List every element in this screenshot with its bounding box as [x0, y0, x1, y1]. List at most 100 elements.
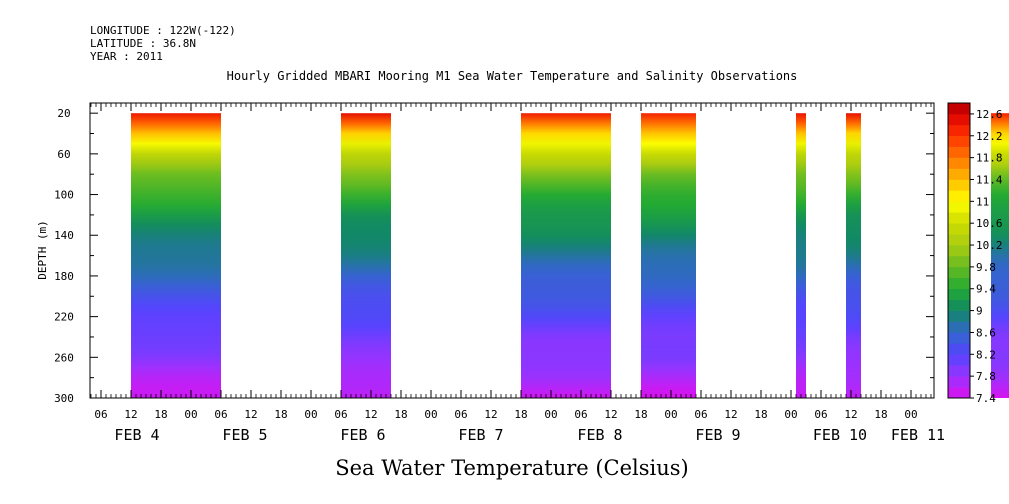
day-label: FEB 5: [222, 426, 267, 444]
colorbar-label: 8.6: [976, 326, 996, 339]
colorbar-swatch: [948, 288, 970, 300]
colorbar-label: 10.2: [976, 239, 1003, 252]
colorbar-swatch: [948, 321, 970, 333]
x-tick-label: 06: [694, 408, 707, 421]
colorbar-swatch: [948, 212, 970, 224]
data-segment: [131, 113, 221, 398]
x-tick-label: 18: [274, 408, 287, 421]
x-tick-label: 18: [514, 408, 527, 421]
x-axis-label: Sea Water Temperature (Celsius): [335, 456, 689, 480]
colorbar: 12.6 12.2 11.8 11.4 11 10.6 10.2 9.8 9.4 9 8.6 8.2 7…: [947, 102, 1003, 405]
x-tick-label: 00: [184, 408, 197, 421]
colorbar-label: 12.2: [976, 130, 1003, 143]
colorbar-label: 11.8: [976, 152, 1003, 165]
colorbar-label: 11.4: [976, 173, 1003, 186]
x-tick-label: 06: [94, 408, 107, 421]
colorbar-label: 8.2: [976, 348, 996, 361]
colorbar-swatch: [948, 245, 970, 257]
x-tick-label: 12: [844, 408, 857, 421]
y-tick-label: 220: [54, 311, 74, 324]
colorbar-swatch: [948, 135, 970, 148]
colorbar-swatch: [948, 168, 970, 180]
colorbar-swatch: [948, 266, 970, 279]
colorbar-swatch: [948, 365, 970, 377]
day-label: FEB 10: [813, 426, 867, 444]
x-tick-label: 12: [364, 408, 377, 421]
colorbar-label: 7.4: [976, 392, 996, 405]
data-segment: [521, 113, 611, 398]
y-tick-label: 20: [57, 107, 70, 120]
chart-title: Hourly Gridded MBARI Mooring M1 Sea Wate…: [227, 69, 798, 83]
latitude-label: LATITUDE : 36.8N: [90, 37, 196, 50]
colorbar-label: 7.8: [976, 370, 996, 383]
x-tick-label: 06: [574, 408, 587, 421]
data-segment: [796, 113, 806, 398]
colorbar-swatch: [948, 157, 970, 169]
colorbar-swatch: [948, 124, 970, 137]
data-segment: [641, 113, 696, 398]
day-label: FEB 6: [340, 426, 385, 444]
colorbar-swatch: [948, 201, 970, 213]
y-tick-label: 60: [57, 148, 70, 161]
x-tick-label: 12: [724, 408, 737, 421]
colorbar-swatch: [948, 332, 970, 344]
x-tick-label: 06: [454, 408, 467, 421]
colorbar-label: 11: [976, 195, 989, 208]
x-tick-label: 06: [334, 408, 347, 421]
colorbar-swatch: [948, 146, 970, 158]
colorbar-frame: [947, 102, 971, 399]
year-label: YEAR : 2011: [90, 50, 163, 63]
y-axis-label: DEPTH (m): [36, 220, 49, 280]
x-tick-label: 18: [394, 408, 407, 421]
axes: 20 60 100 140 180 220 260 300 06 12 18 00 06 12 18 00 06…: [54, 102, 945, 444]
colorbar-swatch: [948, 223, 970, 235]
colorbar-swatch: [948, 255, 970, 268]
day-label: FEB 8: [577, 426, 622, 444]
y-tick-label: 100: [54, 189, 74, 202]
x-tick-label: 00: [304, 408, 317, 421]
colorbar-swatch: [948, 103, 970, 115]
x-tick-label: 12: [124, 408, 137, 421]
data-segment: [341, 113, 391, 398]
colorbar-swatch: [948, 354, 970, 366]
colorbar-swatch: [948, 310, 970, 322]
x-tick-label: 12: [484, 408, 497, 421]
x-tick-label: 18: [754, 408, 767, 421]
data-segment: [846, 113, 861, 398]
x-tick-label: 18: [634, 408, 647, 421]
longitude-label: LONGITUDE : 122W(-122): [90, 24, 236, 37]
plot-frame: [89, 102, 935, 399]
colorbar-swatch: [948, 277, 970, 290]
colorbar-swatch: [948, 179, 970, 191]
day-label: FEB 4: [114, 426, 159, 444]
data-segment: [991, 113, 1009, 398]
colorbar-label: 12.6: [976, 108, 1003, 121]
colorbar-swatch: [948, 343, 970, 355]
x-tick-label: 18: [874, 408, 887, 421]
y-tick-label: 260: [54, 351, 74, 364]
x-tick-label: 12: [244, 408, 257, 421]
colorbar-swatch: [948, 387, 970, 399]
colorbar-label: 9.4: [976, 283, 996, 296]
x-tick-label: 18: [154, 408, 167, 421]
colorbar-label: 9.8: [976, 261, 996, 274]
colorbar-swatch: [948, 113, 970, 126]
plot-area: [131, 113, 1009, 398]
y-tick-label: 180: [54, 270, 74, 283]
y-tick-label: 140: [54, 229, 74, 242]
x-tick-label: 00: [544, 408, 557, 421]
colorbar-label: 9: [976, 305, 983, 318]
colorbar-label: 10.6: [976, 217, 1003, 230]
colorbar-swatch: [948, 190, 970, 202]
x-tick-label: 00: [664, 408, 677, 421]
colorbar-swatch: [948, 299, 970, 311]
y-tick-label: 300: [54, 392, 74, 405]
day-label: FEB 11: [891, 426, 945, 444]
x-tick-label: 00: [424, 408, 437, 421]
colorbar-swatch: [948, 234, 970, 246]
day-label: FEB 9: [695, 426, 740, 444]
colorbar-swatch: [948, 376, 970, 388]
x-tick-label: 06: [214, 408, 227, 421]
x-tick-label: 00: [784, 408, 797, 421]
